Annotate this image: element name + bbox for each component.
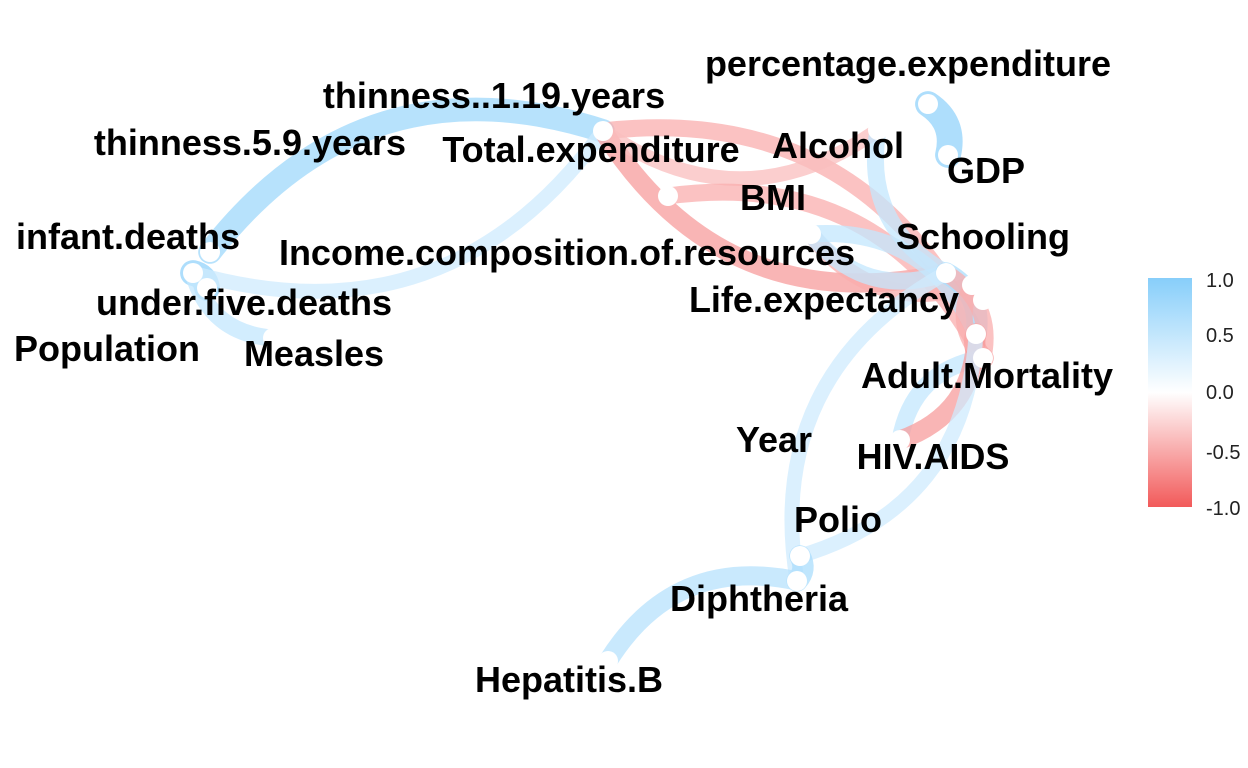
edge-Schooling-Diphtheria — [784, 265, 954, 589]
node-Population — [136, 274, 156, 294]
node-percentage.expenditure — [918, 94, 938, 114]
node-label-Hepatitis.B: Hepatitis.B — [475, 659, 663, 700]
edge-infant.deaths-Measles — [184, 264, 282, 347]
node-label-Total.expenditure: Total.expenditure — [442, 129, 739, 170]
edge-Diphtheria-Hepatitis.B — [598, 566, 807, 671]
edge-thinness..1.19.years-Alcohol — [595, 122, 886, 187]
node-Schooling — [936, 263, 956, 283]
node-Life.expectancy — [966, 324, 986, 344]
edge-thinness..1.19.years-thinness.5.9.years — [198, 97, 615, 264]
node-Alcohol — [868, 120, 888, 140]
legend-tick-2: 0.5 — [1206, 325, 1234, 347]
node-HIV.AIDS — [890, 430, 910, 450]
node-label-percentage.expenditure: percentage.expenditure — [705, 43, 1111, 84]
legend-tick-5: -1.0 — [1206, 498, 1240, 520]
node-label-Polio: Polio — [794, 499, 882, 540]
legend-tick-4: -0.5 — [1206, 442, 1240, 464]
node-Hepatitis.B — [598, 651, 618, 671]
node-Measles — [263, 328, 283, 348]
legend-tick-1: 1.0 — [1206, 270, 1234, 292]
edge-Total.expenditure-Adult.Mortality — [659, 183, 992, 367]
legend-tick-3: 0.0 — [1206, 382, 1234, 404]
node-BMI — [801, 224, 821, 244]
node-label-BMI: BMI — [740, 177, 806, 218]
node-under.five.deaths — [197, 278, 217, 298]
node-GDP — [938, 145, 958, 165]
color-legend: 1.0 0.5 0.0 -0.5 -1.0 — [1148, 270, 1240, 520]
nodes-layer — [136, 94, 993, 671]
labels-layer: percentage.expenditure thinness..1.19.yea… — [14, 43, 1113, 700]
node-label-infant.deaths: infant.deaths — [16, 216, 240, 257]
node-Adult.Mortality — [973, 348, 993, 368]
node-label-Adult.Mortality: Adult.Mortality — [861, 355, 1113, 396]
edge-Alcohol-Schooling — [866, 121, 955, 282]
node-label-thinness..1.19.years: thinness..1.19.years — [323, 75, 665, 116]
node-Year — [973, 290, 993, 310]
node-label-Year: Year — [736, 419, 812, 460]
node-label-GDP: GDP — [947, 150, 1025, 191]
node-label-Population: Population — [14, 328, 200, 369]
node-Diphtheria — [787, 571, 807, 591]
node-label-Schooling: Schooling — [896, 216, 1070, 257]
node-Polio — [790, 546, 810, 566]
node-thinness.5.9.years — [200, 242, 220, 262]
node-label-Alcohol: Alcohol — [772, 125, 904, 166]
node-label-under.five.deaths: under.five.deaths — [96, 282, 392, 323]
node-thinness..1.19.years — [593, 121, 613, 141]
node-label-Diphtheria: Diphtheria — [670, 578, 849, 619]
node-label-HIV.AIDS: HIV.AIDS — [857, 436, 1010, 477]
edge-Life.expectancy-Polio — [792, 326, 984, 564]
node-label-Life.expectancy: Life.expectancy — [689, 279, 959, 320]
node-label-Measles: Measles — [244, 333, 384, 374]
node-Total.expenditure — [658, 186, 678, 206]
node-Income.composition.of.resources — [962, 275, 982, 295]
node-label-Income.composition.of.resources: Income.composition.of.resources — [279, 232, 855, 273]
legend-color-bar — [1148, 278, 1192, 507]
edge-thinness..1.19.years-infant.deaths — [185, 123, 611, 299]
node-infant.deaths — [183, 263, 203, 283]
node-label-thinness.5.9.years: thinness.5.9.years — [94, 122, 406, 163]
